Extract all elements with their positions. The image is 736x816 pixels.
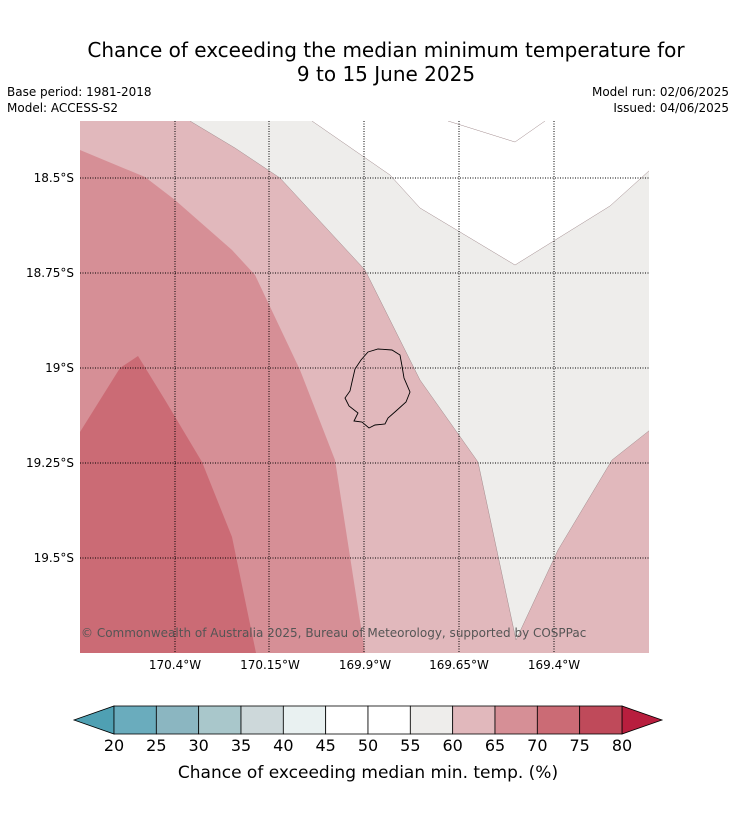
colorbar: 20 25 30 35 40 45 50 55 60 65 70 75 80: [72, 705, 664, 755]
colorbar-segment: [113, 705, 157, 735]
colorbar-tick-label: 60: [442, 736, 462, 755]
colorbar-segment: [536, 705, 581, 735]
colorbar-tick-label: 30: [188, 736, 208, 755]
colorbar-segment: [155, 705, 200, 735]
colorbar-segment: [282, 705, 327, 735]
colorbar-tick-label: 50: [358, 736, 378, 755]
colorbar-tick-label: 20: [104, 736, 124, 755]
lat-label: 18.75°S: [26, 266, 74, 280]
colorbar-tick-label: 45: [315, 736, 335, 755]
lat-label: 19°S: [45, 361, 74, 375]
colorbar-label: Chance of exceeding median min. temp. (%…: [178, 763, 558, 783]
colorbar-tick-label: 35: [231, 736, 251, 755]
lon-label: 169.4°W: [528, 658, 580, 672]
model-run: Model run: 02/06/2025: [591, 85, 729, 99]
colorbar-tick-label: 40: [273, 736, 293, 755]
colorbar-segment: [367, 705, 411, 735]
colorbar-tick-label: 80: [612, 736, 632, 755]
lat-label: 19.5°S: [34, 551, 74, 565]
colorbar-segment: [325, 705, 369, 735]
colorbar-segment: [452, 705, 496, 735]
lon-label: 169.9°W: [339, 658, 391, 672]
map-title: Chance of exceeding the median minimum t…: [0, 38, 736, 86]
colorbar-tick-label: 25: [146, 736, 166, 755]
band-60-65-right: [516, 430, 649, 653]
colorbar-segment: [409, 705, 454, 735]
title-line-2: 9 to 15 June 2025: [296, 62, 476, 86]
base-period: Base period: 1981-2018: [7, 85, 152, 99]
issued-date: Issued: 04/06/2025: [613, 101, 729, 115]
colorbar-segment: [579, 705, 623, 735]
colorbar-tick-label: 70: [527, 736, 547, 755]
latitude-labels: 18.5°S 18.75°S 19°S 19.25°S 19.5°S: [26, 171, 74, 565]
colorbar-segment: [198, 705, 242, 735]
meta-right: Model run: 02/06/2025 Issued: 04/06/2025: [592, 84, 729, 116]
band-50-55: [312, 121, 649, 265]
model-name: Model: ACCESS-S2: [7, 101, 119, 115]
colorbar-tick-label: 75: [569, 736, 589, 755]
lon-label: 170.15°W: [240, 658, 300, 672]
island-outline: [344, 348, 411, 429]
colorbar-segment: [494, 705, 538, 735]
lon-label: 170.4°W: [149, 658, 201, 672]
title-line-1: Chance of exceeding the median minimum t…: [87, 38, 685, 62]
lat-label: 19.25°S: [26, 456, 74, 470]
contour-lines: [189, 121, 649, 641]
graticule: [80, 121, 649, 653]
colorbar-under-arrow: [72, 705, 115, 735]
copyright-text: © Commonwealth of Australia 2025, Bureau…: [81, 626, 586, 640]
map-area: [80, 121, 649, 653]
longitude-labels: 170.4°W 170.15°W 169.9°W 169.65°W 169.4°…: [149, 658, 580, 672]
colorbar-segment: [240, 705, 284, 735]
colorbar-over-arrow: [621, 705, 664, 735]
meta-left: Base period: 1981-2018 Model: ACCESS-S2: [7, 84, 152, 116]
band-70-75: [80, 356, 256, 653]
colorbar-tick-label: 65: [485, 736, 505, 755]
lon-label: 169.65°W: [429, 658, 489, 672]
lat-label: 18.5°S: [34, 171, 74, 185]
colorbar-tick-label: 55: [400, 736, 420, 755]
